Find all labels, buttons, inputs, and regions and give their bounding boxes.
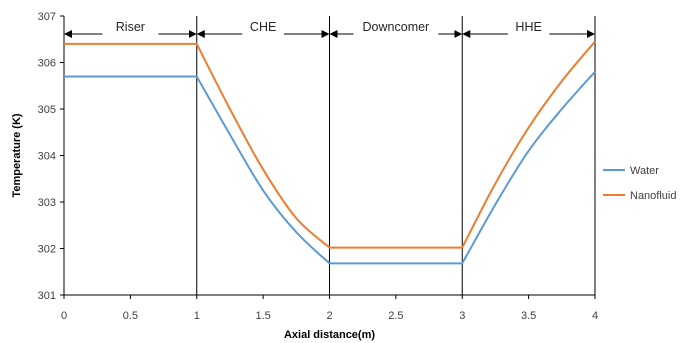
region-label-riser: Riser: [116, 20, 145, 34]
x-tick-label: 0.5: [123, 310, 138, 322]
x-tick-label: 3.5: [521, 310, 536, 322]
y-tick-label: 306: [38, 58, 56, 70]
x-tick-label: 4: [592, 310, 598, 322]
y-tick-label: 304: [38, 151, 56, 163]
x-tick-label: 0: [61, 310, 67, 322]
series-line-nanofluid: [64, 40, 596, 249]
legend-label-water: Water: [630, 165, 659, 177]
y-tick-label: 305: [38, 104, 56, 116]
x-tick-label: 3: [459, 310, 465, 322]
x-tick-label: 1: [194, 310, 200, 322]
x-tick-label: 1.5: [255, 310, 270, 322]
y-axis-title: Temperature (K): [11, 113, 23, 197]
series-line-water: [64, 71, 596, 265]
region-label-downcomer: Downcomer: [363, 20, 430, 34]
series-lines: [64, 40, 596, 265]
x-tick-label: 2: [326, 310, 332, 322]
y-tick-label: 307: [38, 11, 56, 23]
x-tick-label: 2.5: [388, 310, 403, 322]
axes: [60, 15, 596, 299]
y-tick-label: 301: [38, 290, 56, 302]
legend: Water Nanofluid: [603, 165, 676, 202]
region-label-che: CHE: [250, 20, 276, 34]
y-tick-label: 302: [38, 244, 56, 256]
region-label-hhe: HHE: [515, 20, 541, 34]
region-annotations: Riser CHE Downcomer HHE: [64, 16, 596, 295]
y-tick-label: 303: [38, 197, 56, 209]
tick-labels: 301 302 303 304 305 306 307 0 0.5 1 1.5 2 2.5 3 3.5 4: [38, 11, 598, 322]
x-axis-title: Axial distance(m): [284, 329, 375, 341]
legend-label-nanofluid: Nanofluid: [630, 190, 676, 202]
